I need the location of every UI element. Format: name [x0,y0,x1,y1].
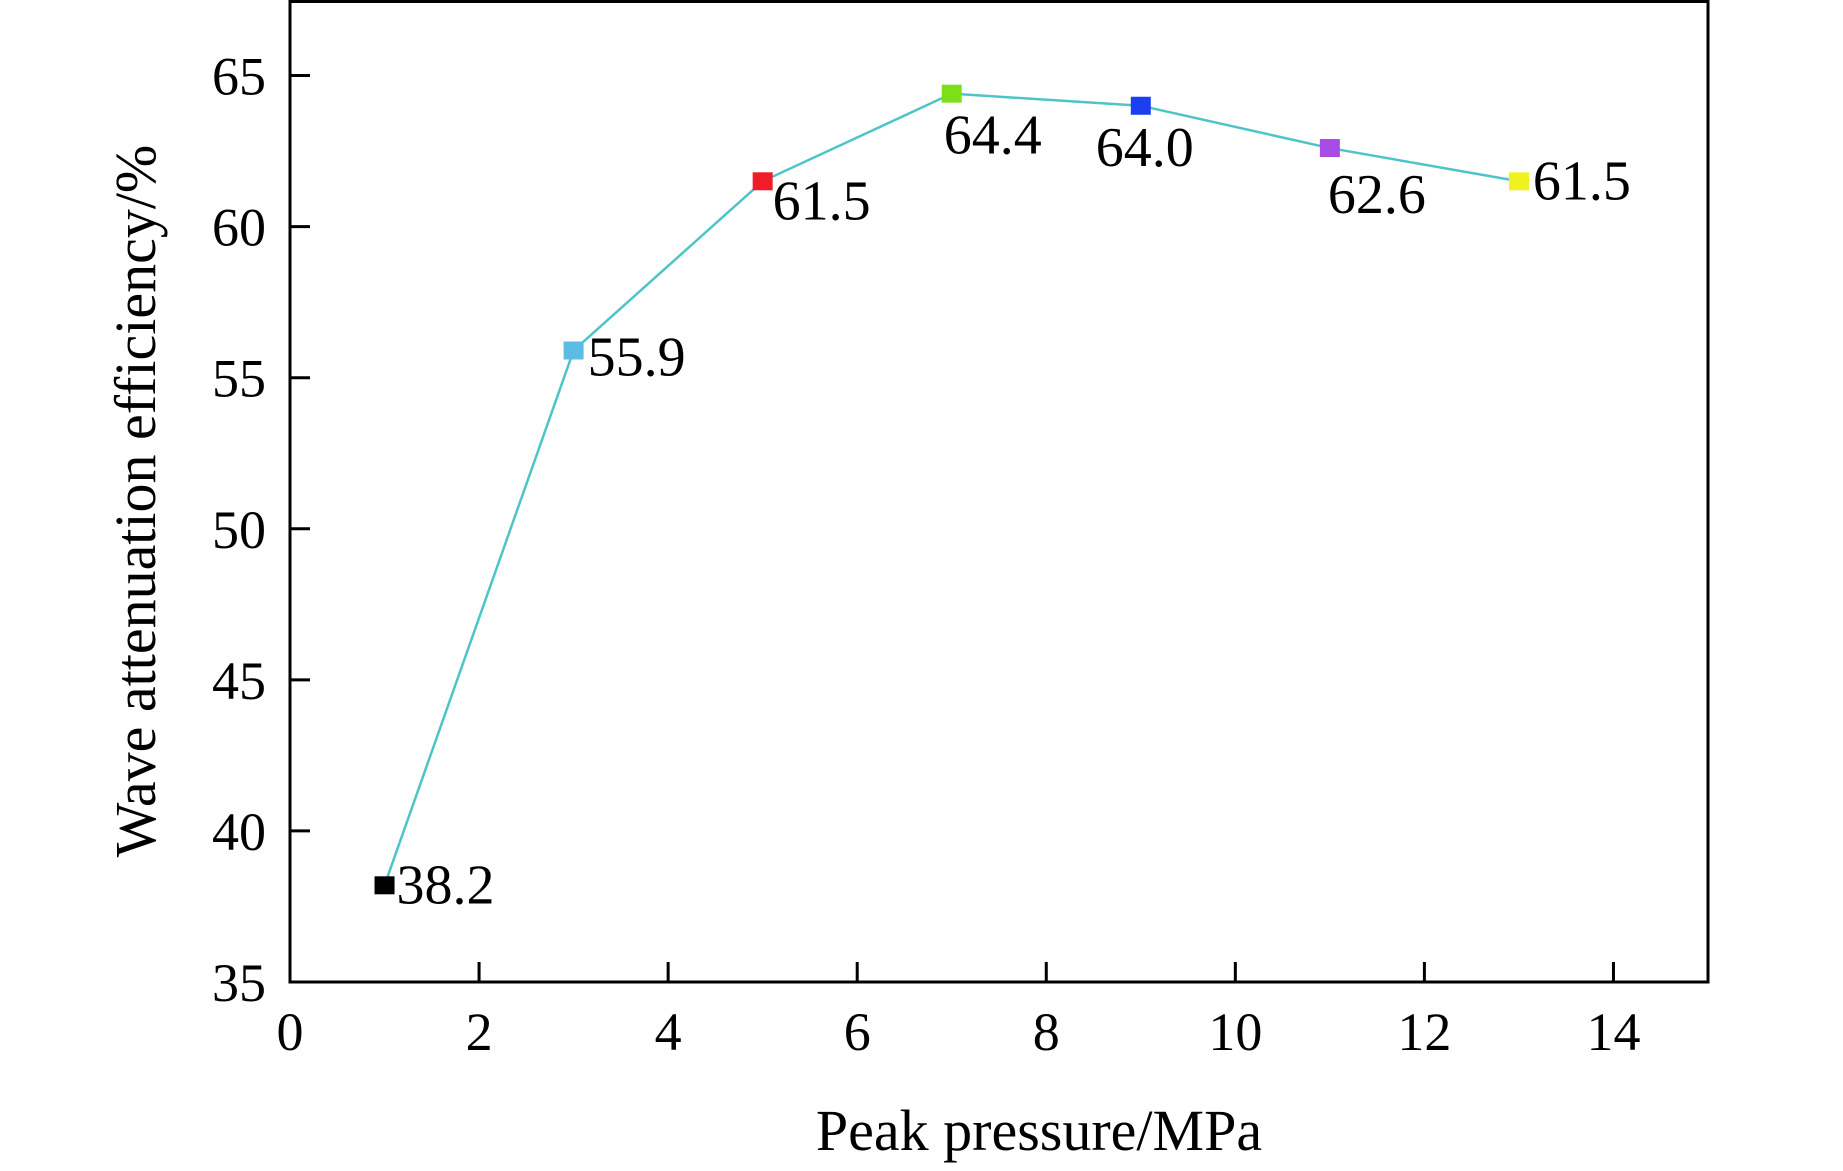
data-label: 62.6 [1328,164,1426,226]
x-axis-title: Peak pressure/MPa [816,1098,1262,1163]
y-tick-label: 60 [212,198,266,258]
data-point-marker [941,84,962,103]
data-label: 38.2 [397,854,495,916]
y-tick-label: 65 [212,47,266,107]
data-point-marker [1508,172,1529,191]
y-tick-label: 45 [212,651,266,711]
x-tick-label: 0 [277,1002,304,1062]
x-tick-label: 10 [1208,1002,1262,1062]
y-tick-label: 50 [212,500,266,560]
x-tick-label: 12 [1397,1002,1451,1062]
x-tick-label: 4 [655,1002,682,1062]
data-label: 64.0 [1096,117,1194,179]
x-tick-label: 2 [466,1002,493,1062]
plot-border [288,0,1710,984]
y-axis-title: Wave attenuation efficiency/% [103,145,168,857]
y-tick-label: 35 [212,953,266,1013]
data-point-marker [1130,96,1151,115]
data-point-marker [374,876,395,895]
x-tick-label: 6 [844,1002,871,1062]
data-label: 64.4 [944,105,1042,167]
data-label: 61.5 [1533,150,1631,212]
x-tick-label: 14 [1586,1002,1640,1062]
data-label: 61.5 [773,170,871,232]
y-tick-label: 40 [212,802,266,862]
plot-frame [288,0,1710,984]
data-label: 55.9 [588,326,686,388]
data-point-marker [752,172,773,191]
data-point-marker [563,341,584,360]
x-axis: 0 2 4 6 8 10 12 14 [277,962,1640,1062]
data-point-marker [1319,139,1340,158]
y-axis: 35 40 45 50 55 60 65 [212,47,310,1013]
series: 38.2 55.9 61.5 64.4 64.0 62.6 61.5 [374,84,1631,916]
y-tick-label: 55 [212,349,266,409]
x-tick-label: 8 [1033,1002,1060,1062]
